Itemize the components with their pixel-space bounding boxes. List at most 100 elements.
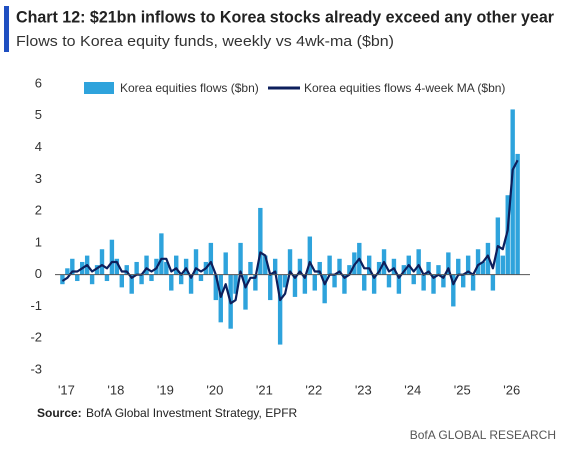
bar bbox=[129, 274, 134, 294]
x-tick-label: '24 bbox=[404, 382, 421, 397]
bar bbox=[297, 258, 303, 275]
bar bbox=[327, 255, 332, 275]
bar bbox=[272, 258, 278, 275]
bar bbox=[376, 261, 382, 275]
x-tick-label: '17 bbox=[58, 382, 75, 397]
bar bbox=[188, 274, 194, 294]
bar bbox=[287, 249, 293, 275]
bar bbox=[70, 258, 75, 275]
bar bbox=[268, 274, 273, 301]
bar bbox=[470, 274, 476, 291]
y-tick-label: 6 bbox=[35, 75, 42, 90]
x-tick-label: '22 bbox=[305, 382, 322, 397]
bar bbox=[139, 274, 144, 285]
bar bbox=[396, 274, 402, 294]
bar bbox=[371, 274, 377, 294]
bar bbox=[169, 274, 174, 291]
bar bbox=[218, 274, 223, 323]
bar bbox=[515, 153, 520, 275]
bar bbox=[302, 274, 308, 294]
bar bbox=[411, 274, 416, 285]
bar bbox=[461, 274, 466, 288]
bar bbox=[114, 258, 120, 275]
bar bbox=[183, 258, 189, 275]
bar bbox=[426, 261, 431, 275]
x-tick-label: '23 bbox=[355, 382, 372, 397]
bar bbox=[480, 261, 486, 275]
bar bbox=[124, 265, 129, 275]
x-tick-label: '21 bbox=[256, 382, 273, 397]
bar bbox=[178, 274, 184, 285]
bar bbox=[238, 242, 243, 275]
bar bbox=[322, 274, 327, 304]
bar bbox=[258, 207, 263, 275]
bar bbox=[431, 274, 436, 294]
y-tick-label: -2 bbox=[30, 330, 42, 345]
y-tick-label: 0 bbox=[35, 266, 42, 281]
bar bbox=[416, 249, 421, 275]
legend-label: Korea equities flows ($bn) bbox=[120, 81, 259, 95]
chart-subtitle: Flows to Korea equity funds, weekly vs 4… bbox=[16, 33, 394, 50]
bar bbox=[119, 274, 124, 288]
bar bbox=[505, 195, 510, 275]
bar bbox=[149, 274, 154, 282]
bar bbox=[500, 255, 505, 275]
bar bbox=[248, 261, 253, 275]
bar bbox=[391, 258, 397, 275]
y-tick-label: 2 bbox=[35, 203, 42, 218]
bar bbox=[164, 261, 169, 275]
y-tick-label: -1 bbox=[30, 298, 42, 313]
bar bbox=[451, 274, 456, 307]
bar bbox=[317, 261, 322, 275]
bar bbox=[282, 274, 288, 288]
y-tick-label: 5 bbox=[35, 107, 42, 122]
title-accent bbox=[4, 6, 9, 52]
bar bbox=[332, 274, 337, 288]
source: BofA Global Investment Strategy, EPFR bbox=[86, 406, 298, 420]
y-tick-label: 4 bbox=[35, 139, 42, 154]
bar bbox=[94, 265, 100, 275]
x-tick-label: '25 bbox=[454, 382, 471, 397]
bar bbox=[465, 255, 471, 275]
bar bbox=[456, 258, 461, 275]
bar bbox=[144, 255, 149, 275]
bar bbox=[312, 274, 317, 291]
bar bbox=[159, 233, 164, 275]
bar bbox=[347, 265, 352, 275]
bar bbox=[337, 258, 342, 275]
x-tick-label: '18 bbox=[107, 382, 124, 397]
bar bbox=[441, 274, 446, 288]
bar bbox=[233, 274, 238, 294]
bar bbox=[485, 242, 491, 275]
bar bbox=[263, 255, 268, 275]
legend-swatch bbox=[84, 82, 114, 94]
bar bbox=[421, 274, 426, 291]
x-tick-label: '20 bbox=[206, 382, 223, 397]
bar bbox=[366, 255, 372, 275]
bar bbox=[174, 255, 179, 275]
bar bbox=[386, 274, 392, 288]
bar bbox=[134, 261, 139, 275]
y-tick-label: 1 bbox=[35, 234, 42, 249]
bar bbox=[510, 109, 515, 275]
bar bbox=[198, 274, 204, 282]
bar bbox=[490, 274, 496, 291]
bar bbox=[65, 268, 70, 275]
bar bbox=[89, 274, 95, 285]
bar bbox=[307, 236, 313, 275]
x-tick-label: '19 bbox=[157, 382, 174, 397]
y-tick-label: -3 bbox=[30, 361, 42, 376]
bar bbox=[243, 274, 248, 310]
bar bbox=[223, 252, 228, 275]
bar bbox=[213, 274, 219, 301]
chart-title: Chart 12: $21bn inflows to Korea stocks … bbox=[16, 7, 554, 26]
bar bbox=[99, 249, 105, 275]
bar bbox=[436, 265, 441, 275]
bar bbox=[60, 274, 65, 285]
bar bbox=[475, 249, 481, 275]
bar bbox=[277, 274, 283, 345]
y-tick-label: 3 bbox=[35, 171, 42, 186]
bar bbox=[253, 274, 258, 291]
bar bbox=[104, 274, 110, 282]
